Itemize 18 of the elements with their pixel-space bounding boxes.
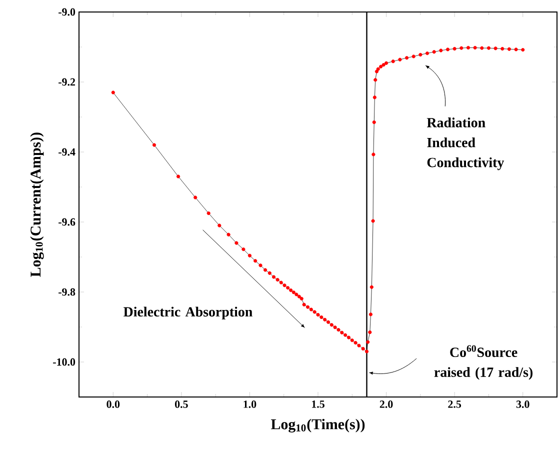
- annotation: Radiation Induced Conductivity: [426, 118, 504, 170]
- x-tick-label: 3.0: [516, 400, 530, 408]
- y-axis-title: Log$_{10}$(Current(Amps)): [30, 132, 44, 277]
- x-tick-label: 0.5: [175, 400, 188, 408]
- x-tick-label: 1.0: [244, 400, 256, 408]
- x-tick-label: 1.5: [312, 400, 324, 408]
- y-tick-label: -9.6: [58, 218, 76, 226]
- y-tick-label: -9.8: [58, 288, 76, 296]
- y-tick-label: -9.2: [58, 78, 75, 86]
- x-axis-title: Log$_{10}$(Time(s)): [270, 418, 365, 432]
- x-tick-label: 2.0: [380, 400, 393, 408]
- annotation: Dielectric Absorption: [124, 306, 252, 320]
- x-tick-label: 0.0: [106, 400, 120, 408]
- annotation: Co$^{60}$Source raised (17 rad/s): [434, 345, 533, 380]
- y-tick-label: -9.0: [58, 8, 76, 16]
- y-tick-label: -10.0: [53, 358, 76, 366]
- y-tick-label: -9.4: [58, 148, 76, 156]
- x-tick-label: 2.5: [448, 400, 462, 408]
